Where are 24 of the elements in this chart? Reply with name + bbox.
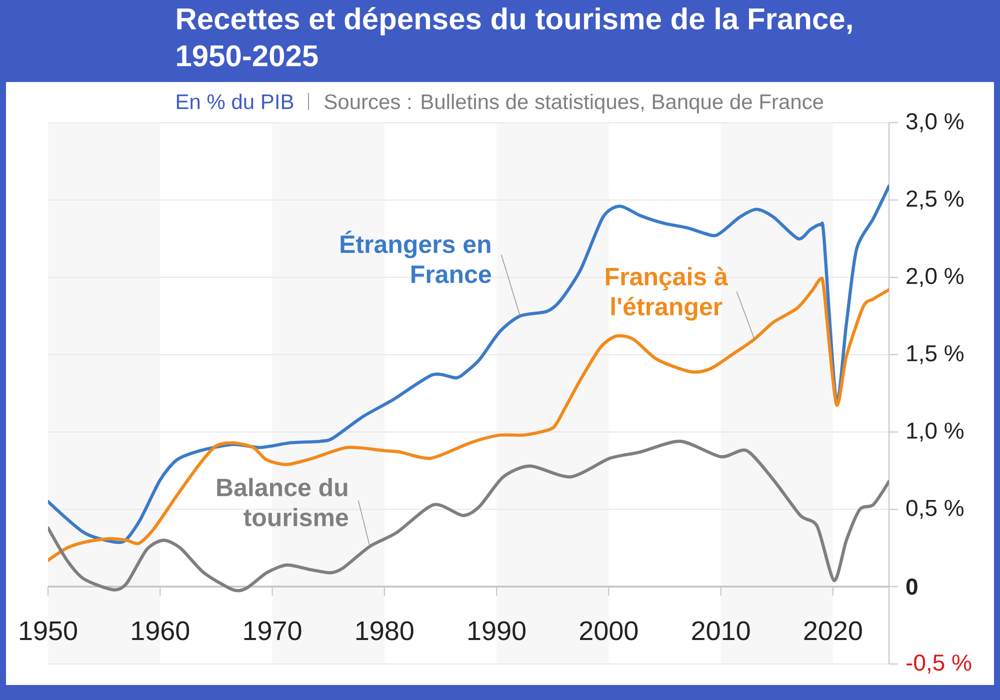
y-tick-label: 0 bbox=[906, 578, 918, 595]
y-tick-label: 2,0 % bbox=[906, 268, 964, 287]
line-series bbox=[48, 440, 889, 592]
y-tick-label: -0,5 % bbox=[906, 654, 972, 674]
x-tick-label: 1960 bbox=[132, 621, 190, 640]
chart-subtitle: En % du PIB bbox=[176, 94, 294, 110]
x-tick-label: 2020 bbox=[804, 621, 862, 640]
y-tick-label: 1,0 % bbox=[907, 422, 964, 442]
series-label: Balance du tourisme bbox=[217, 478, 348, 526]
x-tick-label: 2000 bbox=[580, 621, 638, 640]
source-note: Sources : Bulletins de statistiques, Banque de France bbox=[324, 94, 824, 114]
x-tick-label: 1950 bbox=[20, 621, 77, 640]
y-tick-label: 1,5 % bbox=[907, 345, 964, 364]
y-tick-label: 0,5 % bbox=[906, 500, 964, 519]
x-tick-label: 1990 bbox=[468, 621, 526, 640]
series-label: Étrangers en France bbox=[340, 230, 491, 284]
chart-title: Recettes et dépenses du tourisme de la France, 1950-2025 bbox=[177, 7, 852, 66]
line-series bbox=[48, 184, 889, 544]
x-tick-label: 1980 bbox=[356, 621, 414, 640]
x-tick-label: 1970 bbox=[244, 621, 302, 640]
y-tick-label: 3,0 % bbox=[906, 113, 964, 132]
y-tick-label: 2,5 % bbox=[906, 190, 964, 210]
x-tick-label: 2010 bbox=[692, 621, 750, 640]
series-label: Français à l'étranger bbox=[606, 266, 728, 321]
